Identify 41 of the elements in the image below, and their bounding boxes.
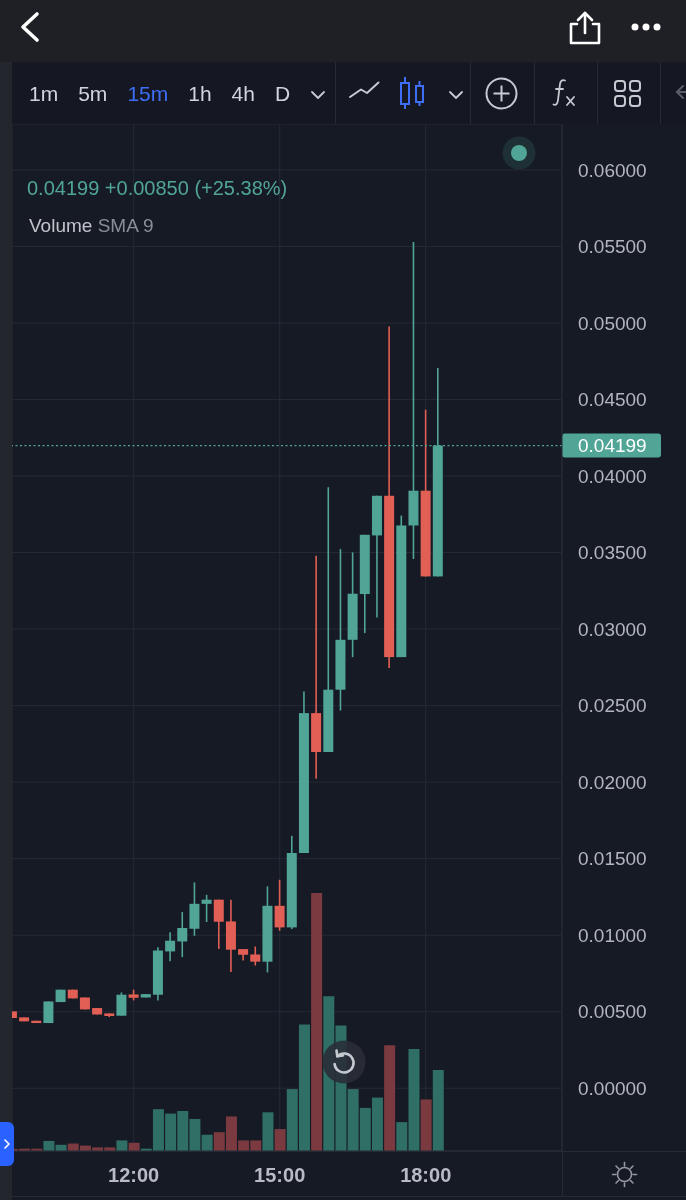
y-tick-label: 0.03000 bbox=[578, 618, 647, 640]
bar bbox=[432, 1069, 444, 1151]
bar bbox=[262, 1112, 274, 1151]
x-tick-label: 12:00 bbox=[108, 1164, 160, 1187]
text: 1h bbox=[188, 82, 212, 105]
text: 1m bbox=[29, 82, 59, 105]
y-tick-label: 0.02500 bbox=[578, 695, 647, 717]
bar bbox=[384, 1045, 396, 1151]
y-tick-label: 0.06000 bbox=[578, 159, 647, 181]
y-tick-label: 0.00500 bbox=[578, 1001, 647, 1023]
candlestick bbox=[213, 898, 224, 950]
text: D bbox=[274, 82, 291, 105]
ref-line-label: 0.04199 bbox=[578, 435, 647, 457]
candlestick bbox=[165, 931, 176, 963]
x-tick-label: 18:00 bbox=[400, 1164, 452, 1187]
bar bbox=[274, 1129, 286, 1151]
candlestick bbox=[177, 911, 188, 958]
bar bbox=[116, 1140, 128, 1151]
chart-title: Volume bbox=[29, 215, 93, 236]
candlestick bbox=[116, 991, 127, 1017]
annotation: 0.04199 +0.00850 (+25.38%) bbox=[27, 177, 288, 199]
y-tick-label: 0.05500 bbox=[578, 236, 647, 258]
y-tick-label: 0.03500 bbox=[578, 542, 647, 564]
y-tick-label: 0.05000 bbox=[578, 312, 647, 334]
chart-subtitle: SMA 9 bbox=[96, 215, 154, 236]
candlestick bbox=[274, 878, 285, 932]
text: 5m bbox=[78, 82, 108, 105]
bar bbox=[420, 1099, 432, 1151]
text: 4h bbox=[231, 82, 255, 105]
y-tick-label: 0.04000 bbox=[578, 465, 647, 487]
y-tick-label: 0.01000 bbox=[578, 924, 647, 946]
bar bbox=[311, 893, 323, 1151]
candlestick bbox=[201, 893, 212, 923]
candlestick bbox=[250, 945, 261, 967]
bar bbox=[201, 1134, 213, 1151]
y-tick-label: 0.04500 bbox=[578, 389, 647, 411]
x-tick-label: 15:00 bbox=[254, 1164, 306, 1187]
y-tick-label: 0.01500 bbox=[578, 848, 647, 870]
y-tick-label: 0.02000 bbox=[578, 771, 647, 793]
text: 15m bbox=[127, 82, 169, 105]
y-tick-label: 0.00000 bbox=[578, 1077, 647, 1099]
